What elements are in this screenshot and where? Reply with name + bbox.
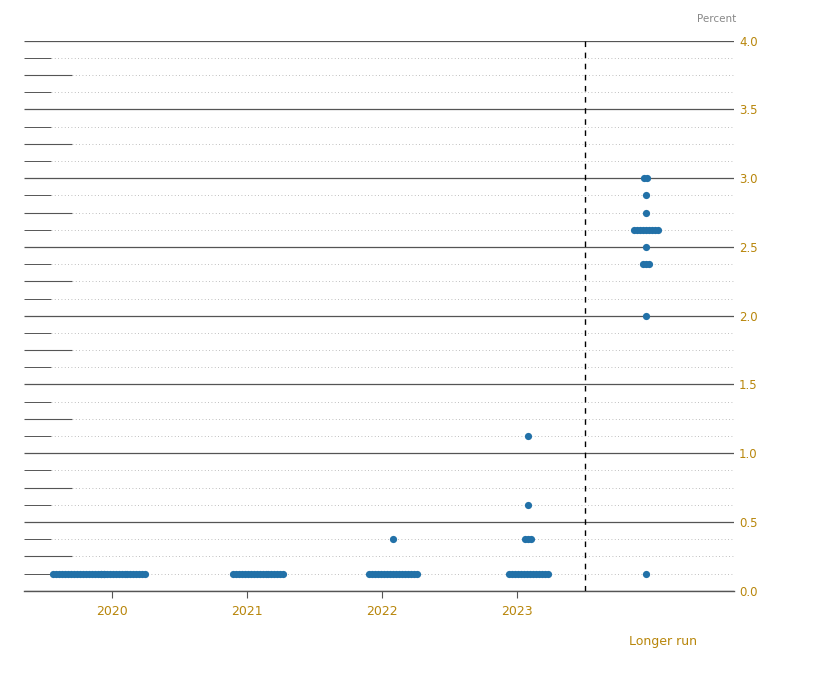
Text: Percent: Percent [697,14,736,24]
Text: Longer run: Longer run [629,635,698,648]
